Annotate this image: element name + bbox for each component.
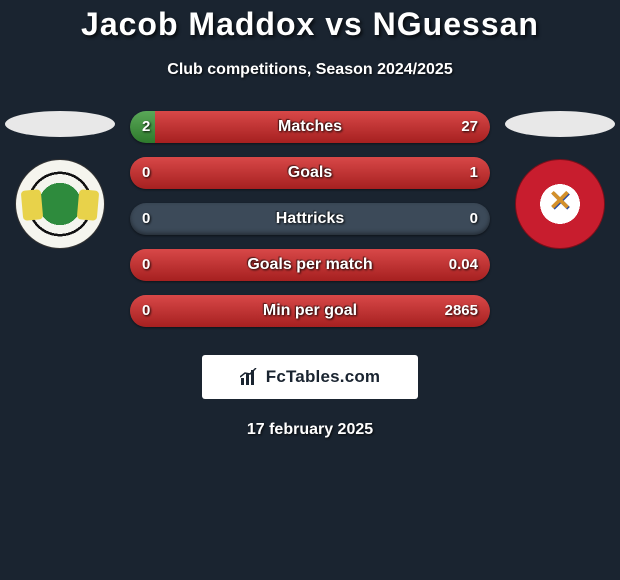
footer-logo-text: FcTables.com (266, 367, 381, 387)
stat-bars: 227Matches 01Goals 00Hattricks 00.04Goals p… (130, 111, 490, 327)
stat-bar: 01Goals (130, 157, 490, 189)
page-title: Jacob Maddox vs NGuessan (0, 0, 620, 43)
footer-date: 17 february 2025 (0, 421, 620, 439)
stat-bar: 00.04Goals per match (130, 249, 490, 281)
left-player-stack (0, 111, 120, 249)
stat-label: Matches (130, 111, 490, 143)
stat-label: Goals per match (130, 249, 490, 281)
left-team-badge (15, 159, 105, 249)
stat-label: Goals (130, 157, 490, 189)
left-player-photo-placeholder (5, 111, 115, 137)
stat-label: Hattricks (130, 203, 490, 235)
stat-bar: 227Matches (130, 111, 490, 143)
stat-bar: 00Hattricks (130, 203, 490, 235)
comparison-area: 227Matches 01Goals 00Hattricks 00.04Goals p… (0, 111, 620, 331)
right-player-photo-placeholder (505, 111, 615, 137)
stat-label: Min per goal (130, 295, 490, 327)
subtitle: Club competitions, Season 2024/2025 (0, 61, 620, 79)
chart-icon (240, 368, 260, 386)
right-team-badge (515, 159, 605, 249)
footer-logo: FcTables.com (202, 355, 418, 399)
right-player-stack (500, 111, 620, 249)
stat-bar: 02865Min per goal (130, 295, 490, 327)
